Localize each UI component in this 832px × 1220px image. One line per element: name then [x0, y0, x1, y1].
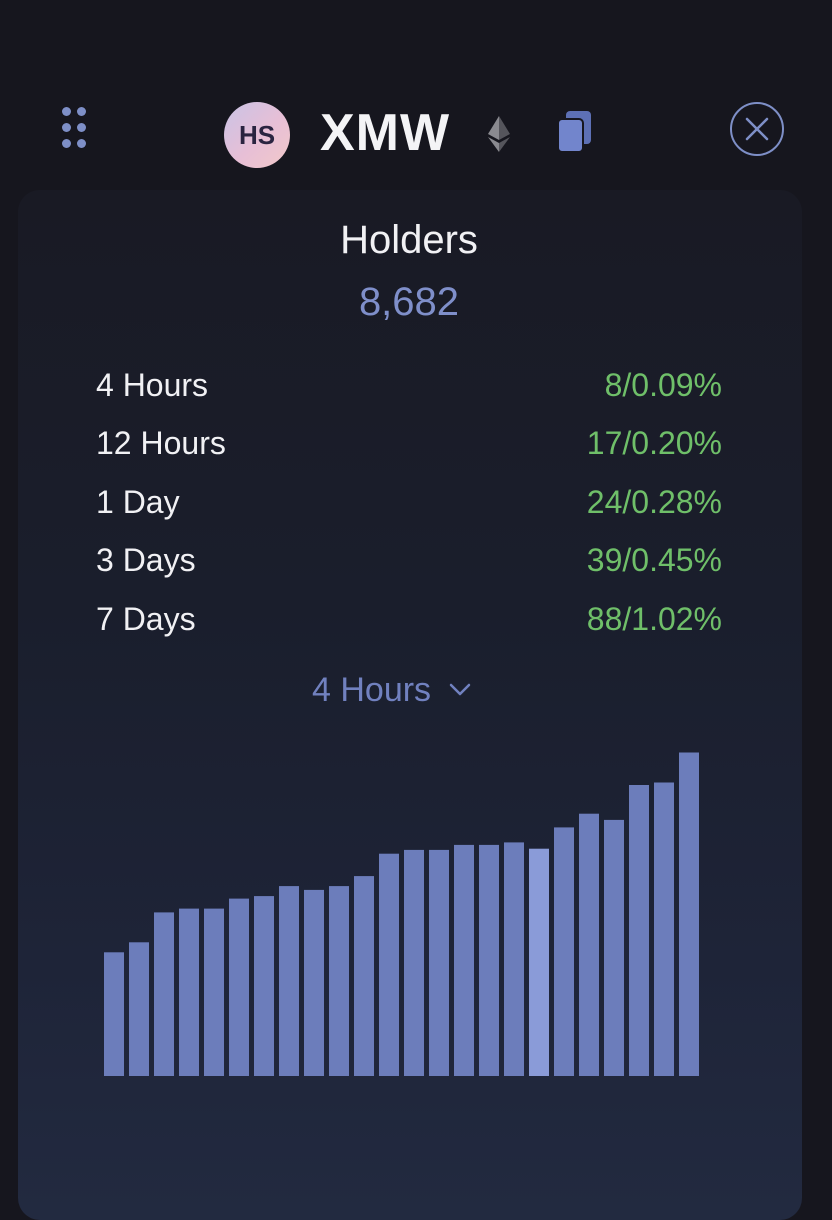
stat-label: 1 Day: [96, 483, 180, 520]
chart-bar[interactable]: [429, 849, 449, 1076]
chart-bar[interactable]: [504, 842, 524, 1076]
chart-bar[interactable]: [304, 889, 324, 1076]
stat-value: 8/0.09%: [604, 366, 722, 403]
stat-label: 12 Hours: [96, 425, 226, 462]
stat-row-7-days: 7 Days 88/1.02%: [96, 590, 722, 649]
token-ticker: XMW: [320, 104, 451, 162]
stat-row-1-day: 1 Day 24/0.28%: [96, 473, 722, 532]
chart-bar[interactable]: [404, 849, 424, 1076]
chart-bar[interactable]: [654, 782, 674, 1077]
ethereum-icon: [488, 116, 510, 152]
chart-bar[interactable]: [179, 908, 199, 1076]
chart-bar[interactable]: [229, 898, 249, 1076]
chevron-down-icon: [449, 683, 471, 696]
range-dropdown[interactable]: 4 Hours: [312, 662, 471, 718]
stat-label: 7 Days: [96, 600, 196, 637]
stat-row-3-days: 3 Days 39/0.45%: [96, 532, 722, 591]
chart-bar[interactable]: [679, 752, 699, 1077]
holders-title: Holders: [340, 218, 478, 262]
chart-bar[interactable]: [604, 819, 624, 1076]
holders-bar-chart: [104, 752, 699, 1077]
stat-label: 4 Hours: [96, 366, 209, 403]
chart-bar[interactable]: [254, 896, 274, 1076]
close-icon: [745, 117, 769, 141]
range-selected-label: 4 Hours: [312, 670, 432, 709]
chart-bar[interactable]: [529, 848, 549, 1076]
chart-bar[interactable]: [354, 876, 374, 1076]
chart-bar[interactable]: [579, 813, 599, 1076]
chart-bar[interactable]: [204, 908, 224, 1076]
chart-bar[interactable]: [279, 886, 299, 1076]
stat-value: 39/0.45%: [586, 542, 722, 579]
stat-value: 24/0.28%: [586, 483, 722, 520]
chart-bar[interactable]: [629, 785, 649, 1076]
stat-value: 88/1.02%: [586, 600, 722, 637]
drag-handle-icon[interactable]: [62, 107, 88, 149]
chart-bar[interactable]: [129, 942, 149, 1076]
chart-bar[interactable]: [329, 886, 349, 1076]
chart-bar[interactable]: [154, 912, 174, 1076]
token-avatar: HS: [224, 102, 290, 168]
stat-row-4-hours: 4 Hours 8/0.09%: [96, 356, 722, 415]
stat-row-12-hours: 12 Hours 17/0.20%: [96, 415, 722, 474]
chart-bar[interactable]: [554, 827, 574, 1076]
chart-bar[interactable]: [479, 844, 499, 1076]
close-button[interactable]: [730, 102, 784, 156]
holder-stats-list: 4 Hours 8/0.09% 12 Hours 17/0.20% 1 Day …: [96, 356, 722, 649]
chart-bar[interactable]: [104, 952, 124, 1076]
chart-bar[interactable]: [454, 844, 474, 1076]
header: HS XMW: [0, 0, 832, 190]
copy-icon[interactable]: [557, 110, 593, 154]
chart-bar[interactable]: [379, 853, 399, 1076]
holders-count: 8,682: [358, 280, 460, 324]
stat-value: 17/0.20%: [586, 425, 722, 462]
stat-label: 3 Days: [96, 542, 196, 579]
